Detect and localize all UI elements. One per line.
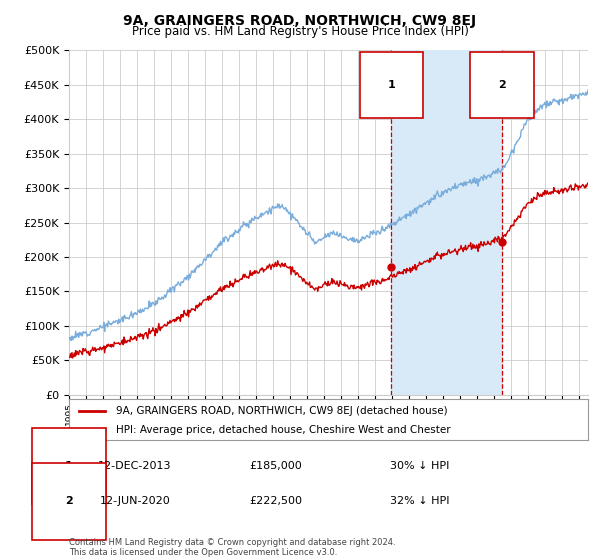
Text: £185,000: £185,000 (250, 461, 302, 471)
Text: HPI: Average price, detached house, Cheshire West and Chester: HPI: Average price, detached house, Ches… (116, 424, 451, 435)
Text: Price paid vs. HM Land Registry's House Price Index (HPI): Price paid vs. HM Land Registry's House … (131, 25, 469, 38)
Bar (391, 50, 502, 395)
Text: 1: 1 (388, 80, 395, 90)
Text: 32% ↓ HPI: 32% ↓ HPI (390, 496, 450, 506)
Text: 2: 2 (498, 80, 506, 90)
Text: 30% ↓ HPI: 30% ↓ HPI (391, 461, 449, 471)
Text: 1: 1 (65, 461, 73, 471)
Text: 9A, GRAINGERS ROAD, NORTHWICH, CW9 8EJ (detached house): 9A, GRAINGERS ROAD, NORTHWICH, CW9 8EJ (… (116, 405, 448, 416)
Text: 9A, GRAINGERS ROAD, NORTHWICH, CW9 8EJ: 9A, GRAINGERS ROAD, NORTHWICH, CW9 8EJ (124, 14, 476, 28)
Text: 12-DEC-2013: 12-DEC-2013 (98, 461, 172, 471)
Text: 12-JUN-2020: 12-JUN-2020 (100, 496, 170, 506)
Text: 2: 2 (65, 496, 73, 506)
Text: Contains HM Land Registry data © Crown copyright and database right 2024.
This d: Contains HM Land Registry data © Crown c… (69, 538, 395, 557)
Text: £222,500: £222,500 (250, 496, 302, 506)
